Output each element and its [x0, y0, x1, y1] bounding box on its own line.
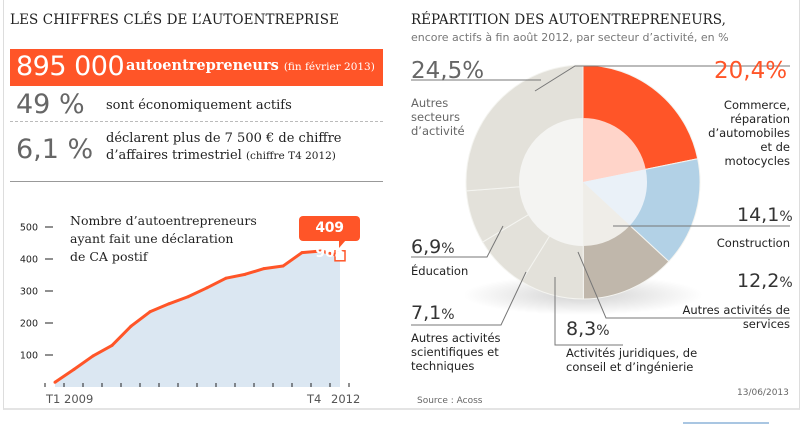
y-tick-label: 300	[20, 287, 38, 298]
left-panel-title: LES CHIFFRES CLÉS DE L’AUTOENTREPRISE	[10, 12, 340, 28]
right-panel-title: RÉPARTITION DES AUTOENTREPRENEURS,	[411, 12, 726, 28]
bottom-accent-bar	[683, 422, 769, 424]
annotation-marker	[334, 250, 346, 262]
kpi-label-line1: déclarent plus de 7 500 € de chiffre	[106, 131, 342, 146]
slice-value-number: 24,5	[411, 58, 463, 84]
data-point	[300, 251, 304, 255]
donut-inner-slice	[583, 169, 647, 226]
data-point	[186, 295, 190, 299]
slice-label-commerce: Commerce, réparation d’automobiles et de…	[708, 98, 790, 168]
chart-title-line: Nombre d’autoentrepreneurs	[70, 213, 257, 228]
leader-line	[411, 271, 527, 326]
donut-inner-slice	[583, 118, 646, 182]
donut-inner-slice	[528, 182, 583, 237]
annotation-bubble: 409 965	[299, 216, 360, 261]
slice-value-number: 20,4	[714, 58, 766, 84]
data-point	[167, 302, 171, 306]
donut-inner-slice	[549, 182, 584, 246]
source-note: Source : Acoss	[417, 396, 483, 406]
data-point	[53, 380, 57, 384]
series-line	[54, 249, 341, 384]
slice-value-autres-secteurs: 24,5%	[411, 58, 485, 84]
data-point	[110, 343, 114, 347]
slice-value-number: 6,9	[411, 236, 442, 258]
data-point	[129, 324, 133, 328]
slice-value-number: 8,3	[566, 318, 597, 340]
slice-label-education: Éducation	[411, 264, 469, 278]
kpi-row: 49 % sont économiquement actifs	[10, 88, 383, 122]
slice-value-juridiques: 8,3%	[566, 318, 610, 340]
kpi-note: (fin février 2013)	[283, 61, 375, 73]
kpi-label-text: autoentrepreneurs	[126, 57, 279, 74]
chart-title: Nombre d’autoentrepreneurs ayant fait un…	[70, 212, 270, 266]
data-point	[72, 367, 76, 371]
donut-inner-slice	[519, 182, 583, 215]
slice-value-commerce: 20,4%	[714, 58, 788, 84]
data-point	[243, 272, 247, 276]
slice-label-autres-secteurs: Autres secteurs d’activité	[411, 96, 481, 138]
slice-value-construction: 14,1%	[737, 204, 793, 226]
kpi-label: sont économiquement actifs	[106, 98, 292, 113]
y-tick-label: 400	[20, 255, 38, 266]
slice-value-number: 7,1	[411, 302, 442, 324]
y-tick-label: 500	[20, 223, 38, 234]
data-point	[91, 354, 95, 358]
leader-line	[554, 277, 623, 346]
x-tick-label-start: T1 2009	[46, 392, 94, 406]
x-tick-label-end-year: 2012	[331, 392, 361, 406]
donut-inner-slice	[583, 182, 630, 246]
data-point	[319, 249, 323, 253]
kpi-label-line2: d’affaires trimestriel	[106, 148, 242, 163]
data-point	[224, 276, 228, 280]
slice-value-number: 12,2	[737, 270, 780, 292]
kpi-value: 6,1 %	[16, 134, 94, 165]
leader-line	[577, 251, 790, 319]
kpi-row: 6,1 % déclarent plus de 7 500 € de chiff…	[10, 124, 383, 182]
kpi-label: déclarent plus de 7 500 € de chiffre d’af…	[106, 130, 342, 165]
publication-date: 13/06/2013	[737, 388, 789, 398]
donut-chart	[411, 64, 790, 346]
infographic-frame	[3, 0, 800, 410]
chart-title-line: de CA postif	[70, 249, 148, 264]
slice-value-services: 12,2%	[737, 270, 793, 292]
chart-title-line: ayant fait une déclaration	[70, 231, 234, 246]
area-fill	[55, 251, 340, 387]
slice-label-services: Autres activités de services	[682, 303, 790, 331]
slice-value-scientifiques: 7,1%	[411, 302, 455, 324]
leader-line	[411, 225, 504, 258]
kpi-highlight-row: 895 000 autoentrepreneurs (fin février 2…	[10, 49, 383, 86]
slice-label-scientifiques: Autres activités scientifiques et techni…	[411, 331, 501, 373]
area-chart: 100 200 300 400 500	[20, 223, 350, 387]
kpi-value: 49 %	[16, 89, 85, 120]
y-tick-label: 200	[20, 319, 38, 330]
data-point	[148, 310, 152, 314]
slice-value-education: 6,9%	[411, 236, 455, 258]
slice-value-number: 14,1	[737, 204, 780, 226]
donut-inner-slice	[519, 118, 583, 187]
x-tick-label-end-quarter: T4	[307, 392, 322, 406]
kpi-value: 895 000	[16, 51, 125, 82]
data-point	[205, 286, 209, 290]
slice-label-text: Autres secteurs d’activité	[411, 96, 465, 138]
right-panel-subtitle: encore actifs à fin août 2012, par secte…	[411, 31, 729, 44]
kpi-note: (chiffre T4 2012)	[245, 150, 336, 162]
slice-label-construction: Construction	[716, 236, 790, 250]
leader-line	[534, 65, 790, 92]
y-tick-label: 100	[20, 351, 38, 362]
slice-label-juridiques: Activités juridiques, de conseil et d’in…	[566, 346, 698, 374]
data-point	[281, 264, 285, 268]
kpi-label: autoentrepreneurs (fin février 2013)	[126, 57, 375, 74]
data-point	[262, 267, 266, 271]
